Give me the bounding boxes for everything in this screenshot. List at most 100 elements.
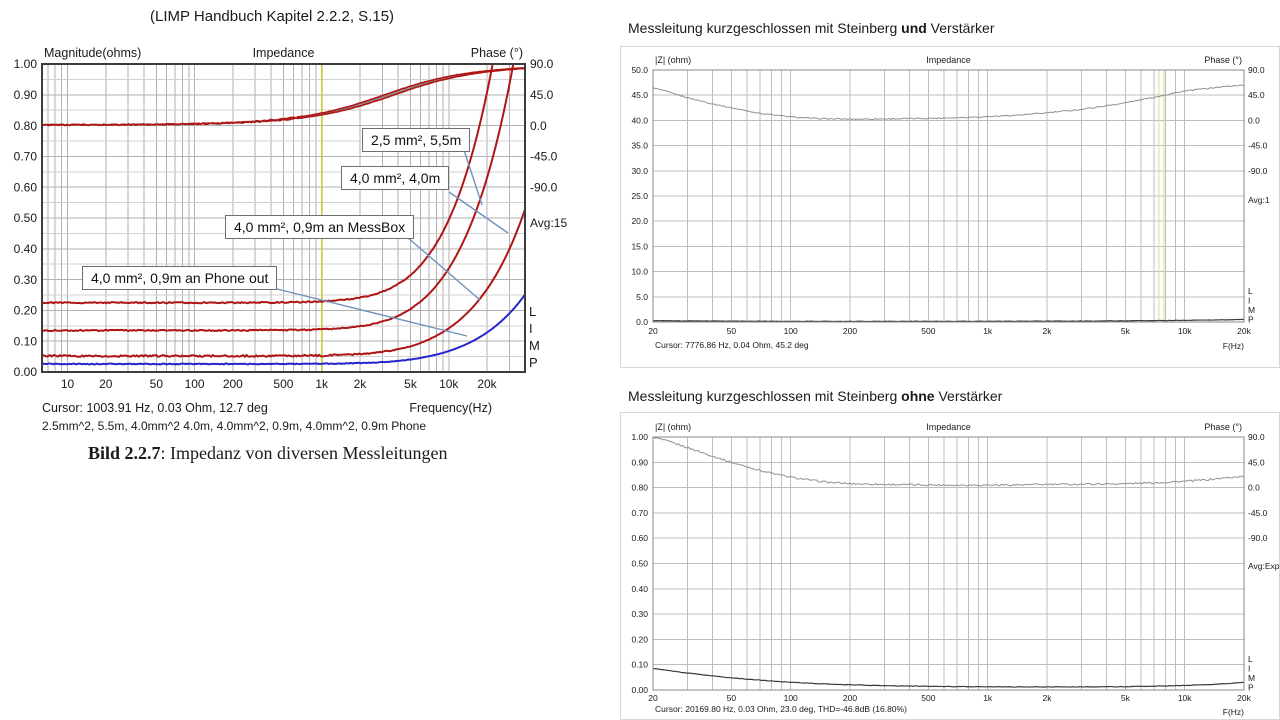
limp-logo-letter: L bbox=[529, 304, 536, 319]
y-tick-label: 0.20 bbox=[14, 304, 38, 318]
annotation-leader-line bbox=[463, 149, 483, 206]
annotation-box-4.0mm2-4.0m: 4,0 mm², 4,0m bbox=[341, 166, 450, 191]
curve-mag-4.0mm2-0.9m-phone bbox=[42, 293, 525, 366]
y-tick-label: 0.50 bbox=[631, 558, 648, 568]
plot-border bbox=[41, 63, 526, 373]
limp-logo-letter: I bbox=[1248, 296, 1250, 306]
curve-mag-2.5mm2-5.5m bbox=[42, 64, 494, 305]
figure-caption-text: : Impedanz von diversen Messleitungen bbox=[160, 443, 448, 463]
axis-labels: Magnitude(ohms) Impedance Phase (°) 0.00 0.1… bbox=[14, 46, 568, 391]
y-tick-label: 1.00 bbox=[14, 57, 38, 71]
chart-title: Impedance bbox=[926, 422, 971, 432]
x-tick-label: 10 bbox=[61, 377, 75, 391]
curve-phase bbox=[653, 437, 1244, 487]
annotation-leader-line bbox=[448, 191, 509, 234]
limp-logo-letter: L bbox=[1248, 654, 1253, 664]
y-tick-label: 0.30 bbox=[14, 273, 38, 287]
annotation-leader-line bbox=[406, 236, 481, 301]
heading-bold-word: und bbox=[901, 20, 927, 36]
y-tick-label: 30.0 bbox=[631, 166, 648, 176]
left-cursor-readout: Cursor: 1003.91 Hz, 0.03 Ohm, 12.7 deg bbox=[42, 401, 268, 415]
heading-prefix: Messleitung kurzgeschlossen mit Steinber… bbox=[628, 20, 902, 36]
y-tick-label: 0.60 bbox=[631, 533, 648, 543]
x-tick-label: 1k bbox=[983, 326, 993, 336]
averaging-status-label: Avg:1 bbox=[1248, 195, 1270, 205]
x-tick-label: 50 bbox=[150, 377, 164, 391]
curve-magnitude bbox=[653, 318, 1244, 322]
limp-logo-letter: M bbox=[1248, 305, 1255, 315]
figure-caption-number: Bild 2.2.7 bbox=[88, 443, 161, 463]
y-tick-label: 20.0 bbox=[631, 216, 648, 226]
chart-rbottom: |Z| (ohm) Impedance Phase (°) 0.00 0.10 0.20 0… bbox=[631, 422, 1279, 717]
y-tick-label: 35.0 bbox=[631, 141, 648, 151]
limp-logo-letter: M bbox=[529, 338, 540, 353]
x-tick-label: 5k bbox=[1121, 693, 1131, 703]
frequency-axis-label: F(Hz) bbox=[1223, 341, 1244, 351]
grid bbox=[653, 70, 1244, 322]
x-tick-label: 1k bbox=[315, 377, 329, 391]
phase-tick-label: -90.0 bbox=[1248, 166, 1268, 176]
x-tick-label: 100 bbox=[185, 377, 205, 391]
plot-border bbox=[652, 436, 1245, 691]
phase-tick-label: -45.0 bbox=[530, 150, 558, 164]
y-tick-label: 0.60 bbox=[14, 180, 38, 194]
right-top-heading: Messleitung kurzgeschlossen mit Steinber… bbox=[628, 20, 995, 36]
y-tick-label: 0.00 bbox=[14, 365, 38, 379]
phase-tick-label: 0.0 bbox=[530, 119, 547, 133]
curve-phase bbox=[653, 84, 1244, 121]
phase-tick-label: 45.0 bbox=[1248, 457, 1265, 467]
figure-caption: Bild 2.2.7: Impedanz von diversen Messle… bbox=[88, 443, 447, 464]
y-tick-label: 0.40 bbox=[14, 242, 38, 256]
axis-labels: |Z| (ohm) Impedance Phase (°) 0.0 5.0 10.0 15.… bbox=[631, 55, 1269, 351]
x-tick-label: 200 bbox=[843, 693, 857, 703]
y-tick-label: 40.0 bbox=[631, 115, 648, 125]
y-tick-label: 0.70 bbox=[631, 508, 648, 518]
magnitude-axis-title: Magnitude(ohms) bbox=[44, 46, 141, 60]
limp-logo-letter: I bbox=[529, 321, 533, 336]
axis-labels: |Z| (ohm) Impedance Phase (°) 0.00 0.10 0.20 0… bbox=[631, 422, 1279, 717]
averaging-status-label: Avg:15 bbox=[530, 216, 567, 230]
y-tick-label: 0.00 bbox=[631, 685, 648, 695]
plot-border bbox=[652, 69, 1245, 323]
x-tick-label: 20k bbox=[1237, 693, 1251, 703]
magnitude-axis-title: |Z| (ohm) bbox=[655, 422, 691, 432]
y-tick-label: 0.10 bbox=[14, 334, 38, 348]
chart-title: Impedance bbox=[253, 46, 315, 60]
x-tick-label: 20k bbox=[477, 377, 497, 391]
phase-tick-label: -45.0 bbox=[1248, 141, 1268, 151]
x-tick-label: 200 bbox=[843, 326, 857, 336]
phase-tick-label: 90.0 bbox=[530, 57, 554, 71]
x-tick-label: 500 bbox=[273, 377, 293, 391]
x-tick-label: 10k bbox=[1178, 693, 1192, 703]
limp-logo-letter: L bbox=[1248, 286, 1253, 296]
heading-suffix: Verstärker bbox=[926, 20, 995, 36]
limp-logo-letter: P bbox=[529, 355, 538, 370]
right-top-panel bbox=[620, 46, 1280, 368]
x-tick-label: 2k bbox=[1043, 326, 1053, 336]
right-bottom-panel bbox=[620, 412, 1280, 720]
y-tick-label: 1.00 bbox=[631, 432, 648, 442]
left-figure-title: (LIMP Handbuch Kapitel 2.2.2, S.15) bbox=[150, 8, 395, 25]
right-bottom-cursor-readout: Cursor: 20169.80 Hz, 0.03 Ohm, 23.0 deg,… bbox=[655, 704, 907, 714]
y-tick-label: 0.80 bbox=[631, 483, 648, 493]
grid bbox=[42, 64, 525, 372]
chart-rtop: |Z| (ohm) Impedance Phase (°) 0.0 5.0 10.0 15.… bbox=[631, 55, 1269, 351]
x-tick-label: 5k bbox=[1121, 326, 1131, 336]
left-frequency-axis-label: Frequency(Hz) bbox=[409, 401, 492, 415]
x-tick-label: 5k bbox=[404, 377, 418, 391]
x-tick-label: 2k bbox=[1043, 693, 1053, 703]
curve-mag-4.0mm2-4.0m bbox=[42, 64, 515, 333]
y-tick-label: 0.90 bbox=[14, 88, 38, 102]
phase-tick-label: 90.0 bbox=[1248, 65, 1265, 75]
y-tick-label: 0.90 bbox=[631, 457, 648, 467]
phase-tick-label: 45.0 bbox=[530, 88, 554, 102]
y-tick-label: 0.40 bbox=[631, 584, 648, 594]
y-tick-label: 5.0 bbox=[636, 292, 648, 302]
x-tick-label: 20 bbox=[648, 326, 658, 336]
x-tick-label: 100 bbox=[784, 693, 798, 703]
x-tick-label: 20k bbox=[1237, 326, 1251, 336]
chart-title: Impedance bbox=[926, 55, 971, 65]
x-tick-label: 10k bbox=[1178, 326, 1192, 336]
